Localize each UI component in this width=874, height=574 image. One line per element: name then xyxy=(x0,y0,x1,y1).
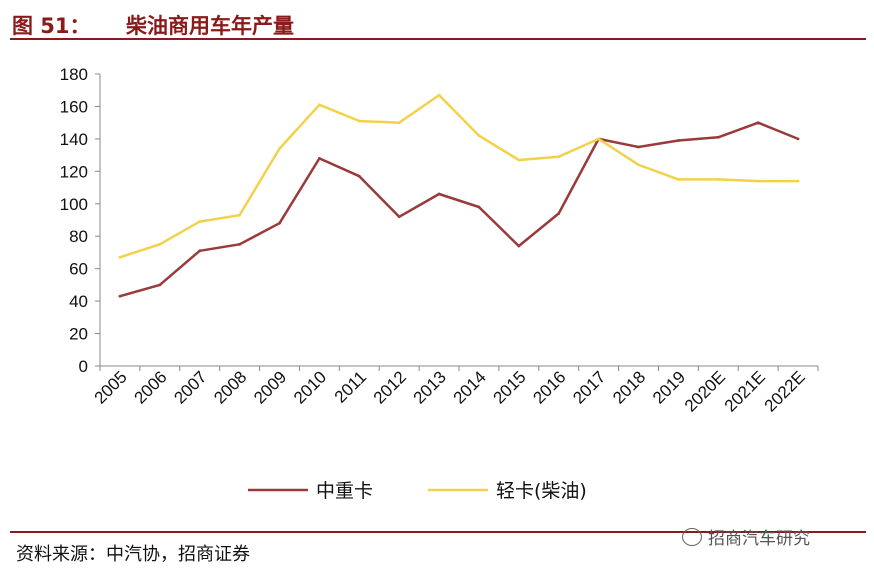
data-point xyxy=(637,145,640,149)
header-rule xyxy=(10,38,866,40)
x-tick-label: 2010 xyxy=(290,367,330,407)
data-point xyxy=(477,134,481,138)
source-note: 资料来源：中汽协，招商证券 xyxy=(16,544,250,565)
data-point xyxy=(517,244,521,248)
x-tick-labels: 2005 2006 2007 2008 2009 2010 2011 2012 2013 2014… xyxy=(91,367,809,415)
series-line-2 xyxy=(119,93,799,259)
x-tick-label: 2011 xyxy=(331,367,370,406)
x-tick-label: 2015 xyxy=(489,367,529,407)
chart-axes xyxy=(95,73,819,371)
figure-header: 图 51： 柴油商用车年产量 xyxy=(10,6,866,38)
x-tick-label: 2022E xyxy=(761,367,809,415)
x-tick-label: 2012 xyxy=(370,367,410,407)
legend-label: 轻卡(柴油) xyxy=(496,480,587,502)
data-point xyxy=(796,179,800,183)
data-point xyxy=(716,135,720,139)
x-tick-label: 2013 xyxy=(410,367,450,407)
y-tick-labels: 0 20 40 60 80 100 120 140 160 180 xyxy=(60,65,88,376)
data-point xyxy=(238,242,242,246)
data-point xyxy=(437,93,441,97)
y-tick-label: 180 xyxy=(60,65,88,84)
x-tick-label: 2014 xyxy=(450,367,490,407)
legend-label: 中重卡 xyxy=(316,480,373,502)
data-point xyxy=(637,163,640,167)
data-point xyxy=(158,283,162,287)
x-tick-label: 2020E xyxy=(681,367,729,415)
y-tick-label: 140 xyxy=(60,130,88,149)
chart-series xyxy=(118,93,800,298)
data-point xyxy=(278,221,281,225)
data-point xyxy=(238,213,242,217)
x-tick-label: 2016 xyxy=(529,367,569,407)
x-tick-label: 2018 xyxy=(609,367,649,407)
data-point xyxy=(278,147,281,151)
x-tick-label: 2007 xyxy=(170,367,210,407)
data-point xyxy=(676,178,680,181)
data-point xyxy=(796,137,800,141)
y-tick-label: 0 xyxy=(79,357,88,376)
data-point xyxy=(198,220,202,224)
wechat-icon xyxy=(682,528,702,546)
figure-number: 图 51： xyxy=(12,14,91,38)
x-tick-label: 2009 xyxy=(250,367,290,407)
data-point xyxy=(517,158,521,162)
data-point xyxy=(397,121,401,125)
data-point xyxy=(557,212,561,215)
y-tick-label: 80 xyxy=(69,227,88,246)
y-tick-label: 100 xyxy=(60,195,88,214)
watermark-label: 招商汽车研究 xyxy=(708,529,810,549)
data-point xyxy=(357,174,361,178)
y-tick-label: 120 xyxy=(60,162,88,181)
data-point xyxy=(357,119,361,123)
data-point xyxy=(756,179,760,183)
data-point xyxy=(397,215,401,219)
y-tick-label: 160 xyxy=(60,97,88,116)
figure-title: 柴油商用车年产量 xyxy=(126,14,294,38)
x-tick-label: 2017 xyxy=(569,367,609,407)
data-point xyxy=(756,121,760,125)
data-point xyxy=(477,205,481,209)
y-tick-label: 40 xyxy=(69,292,88,311)
x-tick-label: 2008 xyxy=(210,367,250,407)
x-tick-label: 2021E xyxy=(721,367,769,415)
x-tick-label: 2006 xyxy=(130,367,170,407)
x-tick-label: 2005 xyxy=(91,367,131,407)
data-point xyxy=(198,249,202,253)
footer-rule xyxy=(10,531,866,533)
series-line-1 xyxy=(119,121,799,298)
data-point xyxy=(597,137,601,141)
watermark: 招商汽车研究 xyxy=(682,524,810,549)
data-point xyxy=(317,156,321,160)
data-point xyxy=(557,155,561,159)
data-point xyxy=(676,139,680,142)
data-point xyxy=(118,255,122,259)
data-point xyxy=(437,192,441,196)
y-tick-label: 60 xyxy=(69,260,88,279)
data-point xyxy=(158,242,162,246)
data-point xyxy=(317,103,321,107)
data-point xyxy=(716,178,720,181)
data-point xyxy=(118,294,122,298)
legend: 中重卡 轻卡(柴油) xyxy=(248,480,587,502)
y-tick-label: 20 xyxy=(69,325,88,344)
